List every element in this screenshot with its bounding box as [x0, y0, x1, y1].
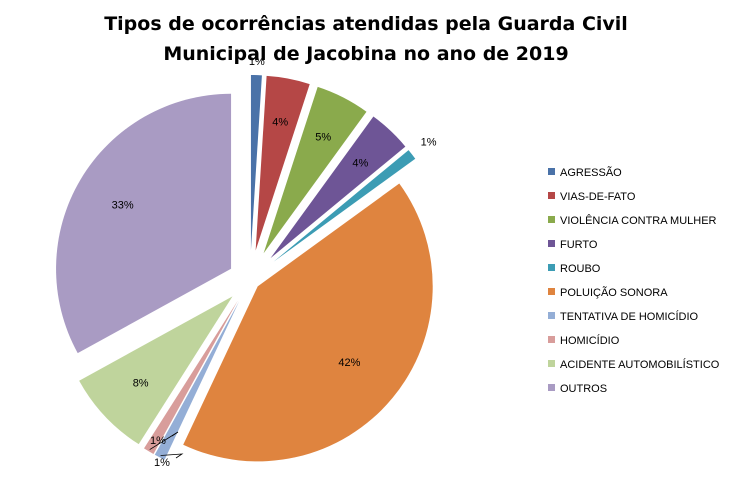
pie-slice-8: [144, 300, 238, 455]
pie-slice-9: [79, 296, 233, 445]
legend-entry-1: AGRESSÃO: [560, 166, 622, 179]
chart-title-line-1: Tipos de ocorrências atendidas pela Guar…: [104, 13, 628, 35]
legend-entry-7: TENTATIVA DE HOMICÍDIO: [560, 310, 699, 323]
legend: AGRESSÃO VIAS-DE-FATO VIOLÊNCIA CONTRA MUL…: [548, 166, 720, 395]
pie-slice-1: [250, 75, 262, 251]
legend-swatch-3: [548, 216, 555, 223]
legend-swatch-1: [548, 168, 555, 175]
chart-title-line-2: Municipal de Jacobina no ano de 2019: [163, 43, 568, 65]
slice-labels: 1% 4% 5% 4% 1% 42% 1% 1% 8% 33%: [112, 56, 437, 469]
legend-swatch-10: [548, 384, 555, 391]
pie-slices: [56, 75, 433, 462]
slice-label-6: 42%: [338, 357, 360, 369]
slice-label-8: 1%: [150, 435, 166, 447]
slice-label-1: 1%: [249, 56, 265, 68]
leader-line-7: [160, 453, 184, 459]
legend-entry-9: ACIDENTE AUTOMOBILÍSTICO: [560, 358, 720, 371]
slice-label-7: 1%: [154, 457, 170, 469]
pie-slice-6: [183, 183, 433, 462]
legend-swatch-9: [548, 360, 555, 367]
legend-entry-5: ROUBO: [560, 263, 601, 275]
pie-slice-5: [273, 150, 416, 262]
leader-line-8: [149, 431, 179, 450]
legend-entry-2: VIAS-DE-FATO: [560, 191, 636, 203]
slice-label-9: 8%: [133, 378, 149, 390]
legend-entry-3: VIOLÊNCIA CONTRA MULHER: [560, 214, 717, 227]
slice-label-4: 4%: [352, 157, 368, 169]
legend-swatch-6: [548, 288, 555, 295]
slice-label-5: 1%: [421, 136, 437, 148]
legend-entry-8: HOMICÍDIO: [560, 334, 620, 347]
slice-label-2: 4%: [272, 117, 288, 129]
pie-slice-2: [255, 75, 310, 251]
pie-slice-3: [263, 86, 367, 254]
pie-slice-10: [56, 93, 232, 354]
legend-entry-6: POLUIÇÃO SONORA: [560, 286, 668, 299]
legend-swatch-7: [548, 312, 555, 319]
pie-slice-7: [154, 301, 240, 460]
legend-swatch-8: [548, 336, 555, 343]
legend-swatch-2: [548, 192, 555, 199]
legend-swatch-4: [548, 240, 555, 247]
slice-label-3: 5%: [315, 131, 331, 143]
legend-entry-10: OUTROS: [560, 383, 607, 395]
legend-entry-4: FURTO: [560, 239, 598, 251]
leader-lines: [149, 431, 184, 459]
pie-slice-4: [270, 116, 406, 259]
slice-label-10: 33%: [112, 200, 134, 212]
legend-swatch-5: [548, 264, 555, 271]
